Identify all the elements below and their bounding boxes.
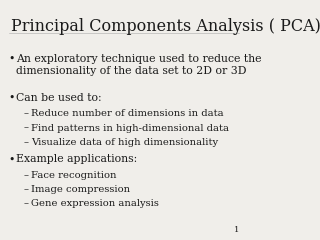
- Text: –: –: [23, 109, 28, 118]
- Text: –: –: [23, 185, 28, 194]
- Text: Face recognition: Face recognition: [31, 171, 116, 180]
- Text: An exploratory technique used to reduce the
dimensionality of the data set to 2D: An exploratory technique used to reduce …: [16, 54, 262, 76]
- Text: Find patterns in high-dimensional data: Find patterns in high-dimensional data: [31, 124, 229, 132]
- Text: Example applications:: Example applications:: [16, 154, 137, 164]
- Text: •: •: [9, 54, 15, 64]
- Text: Can be used to:: Can be used to:: [16, 93, 102, 103]
- Text: Image compression: Image compression: [31, 185, 130, 194]
- Text: Visualize data of high dimensionality: Visualize data of high dimensionality: [31, 138, 218, 147]
- Text: –: –: [23, 199, 28, 209]
- Text: –: –: [23, 138, 28, 147]
- Text: •: •: [9, 154, 15, 164]
- Text: 1: 1: [234, 226, 239, 234]
- Text: Principal Components Analysis ( PCA): Principal Components Analysis ( PCA): [11, 18, 320, 35]
- Text: –: –: [23, 171, 28, 180]
- Text: Reduce number of dimensions in data: Reduce number of dimensions in data: [31, 109, 223, 118]
- Text: •: •: [9, 93, 15, 103]
- Text: Gene expression analysis: Gene expression analysis: [31, 199, 159, 209]
- Text: –: –: [23, 124, 28, 132]
